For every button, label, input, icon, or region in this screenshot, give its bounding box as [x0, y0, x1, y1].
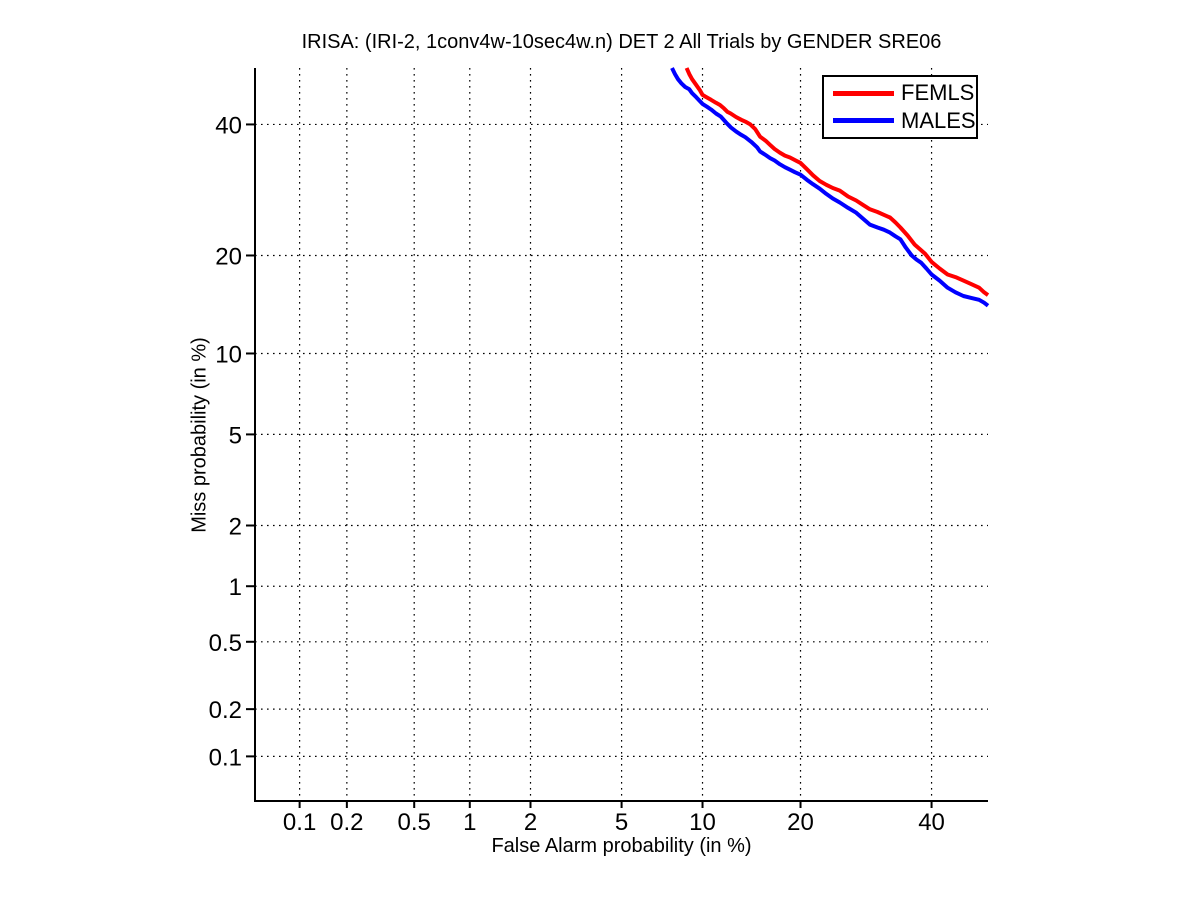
x-tick-label: 0.2 [330, 809, 363, 836]
x-tick-label: 2 [524, 809, 537, 836]
legend-item-males: MALES [833, 109, 976, 132]
legend-line-males [833, 118, 894, 124]
x-axis-label: False Alarm probability (in %) [491, 835, 752, 857]
det-curve-femls [684, 67, 990, 297]
y-tick-label: 20 [215, 243, 242, 270]
x-tick-label: 1 [463, 809, 476, 836]
y-tick-label: 0.1 [209, 744, 242, 771]
det-curve-males [670, 67, 990, 308]
y-tick-label: 5 [229, 422, 242, 449]
legend-label-males: MALES [901, 107, 976, 133]
x-tick-label: 40 [918, 809, 945, 836]
x-tick-label: 10 [689, 809, 716, 836]
x-tick-label: 20 [787, 809, 814, 836]
y-tick-label: 0.5 [209, 630, 242, 657]
legend: FEMLS MALES [822, 75, 978, 139]
y-tick-label: 1 [229, 574, 242, 601]
x-tick-label: 0.5 [398, 809, 431, 836]
legend-label-femls: FEMLS [901, 80, 975, 106]
y-tick-label: 2 [229, 513, 242, 540]
x-tick-label: 5 [615, 809, 628, 836]
y-tick-label: 0.2 [209, 697, 242, 724]
x-tick-label: 0.1 [283, 809, 316, 836]
y-tick-label: 40 [215, 112, 242, 139]
chart-title: IRISA: (IRI-2, 1conv4w-10sec4w.n) DET 2 … [301, 31, 942, 53]
legend-line-femls [833, 90, 894, 96]
legend-item-femls: FEMLS [833, 82, 974, 104]
y-tick-label: 10 [215, 341, 242, 368]
